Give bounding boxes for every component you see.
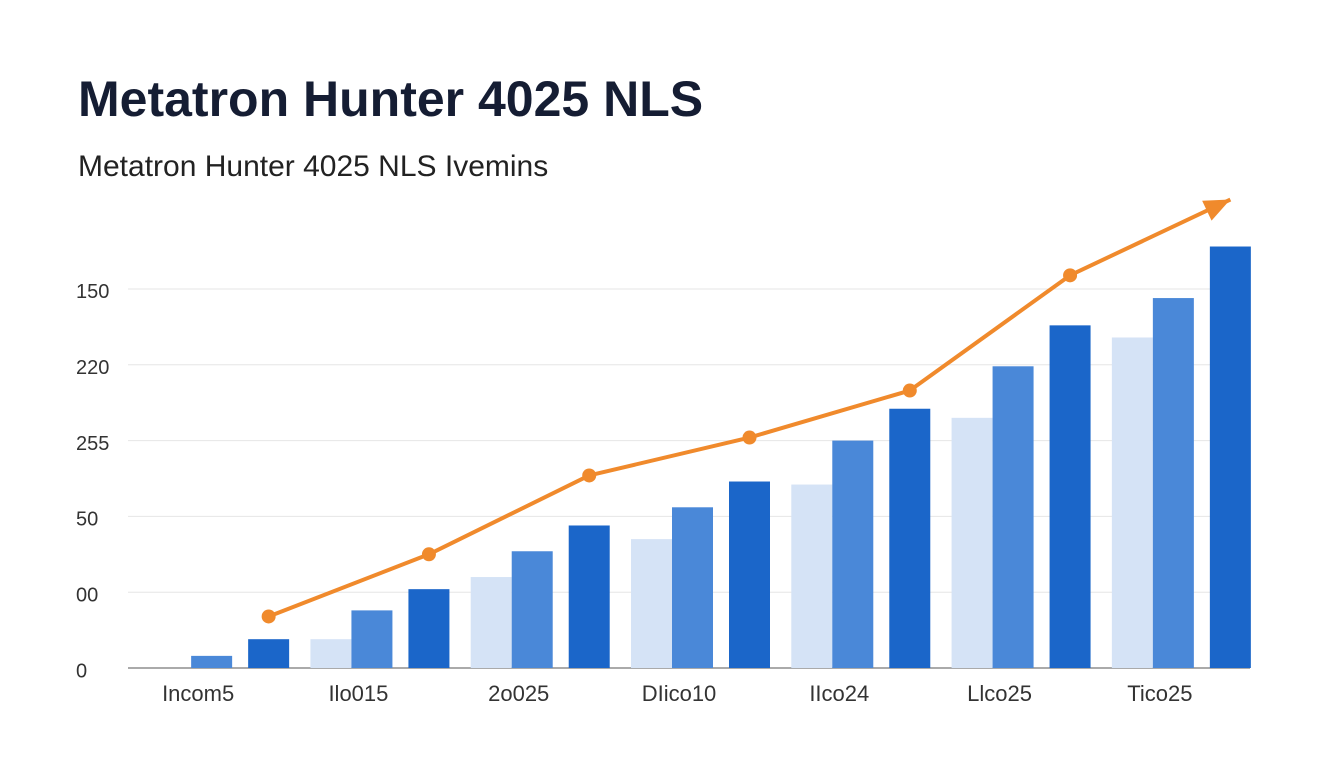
x-tick-label: DIico10 bbox=[642, 681, 717, 706]
y-tick-label: 150 bbox=[76, 281, 109, 303]
trend-point bbox=[582, 468, 597, 483]
x-tick-label: 2o025 bbox=[488, 681, 549, 706]
x-tick-label: Tico25 bbox=[1127, 681, 1192, 706]
bar bbox=[568, 525, 610, 668]
x-tick-label: Ilo015 bbox=[328, 681, 388, 706]
bar bbox=[191, 655, 233, 668]
bar bbox=[631, 539, 672, 668]
chart-title: Metatron Hunter 4025 NLS bbox=[78, 71, 703, 127]
bar bbox=[1209, 246, 1251, 669]
trend-point bbox=[1063, 268, 1078, 283]
trend-point bbox=[261, 609, 276, 624]
x-tick-label: Llco25 bbox=[967, 681, 1032, 706]
bar bbox=[1111, 337, 1153, 668]
x-tick-label: IIco24 bbox=[809, 681, 869, 706]
trend-point bbox=[902, 383, 917, 398]
y-tick-label: 220 bbox=[76, 357, 109, 379]
bar bbox=[729, 481, 770, 668]
bar bbox=[992, 366, 1034, 668]
bar bbox=[1152, 298, 1194, 668]
bar bbox=[351, 610, 393, 668]
y-tick-label: 50 bbox=[76, 509, 98, 531]
bar bbox=[832, 440, 874, 668]
trend-point bbox=[421, 547, 436, 562]
bar bbox=[951, 417, 993, 668]
bar bbox=[672, 507, 713, 668]
bar bbox=[248, 639, 290, 668]
x-tick-label: Incom5 bbox=[162, 681, 234, 706]
bar bbox=[408, 589, 450, 668]
y-tick-label: 00 bbox=[76, 584, 98, 606]
bar bbox=[470, 577, 512, 668]
y-tick-label: 0 bbox=[76, 660, 87, 682]
bar bbox=[511, 551, 553, 668]
y-tick-label: 255 bbox=[76, 433, 109, 455]
bar bbox=[1049, 325, 1091, 668]
trend-point bbox=[742, 430, 757, 445]
bar bbox=[889, 408, 931, 668]
bar bbox=[310, 639, 352, 668]
bar bbox=[791, 484, 833, 668]
chart-subtitle: Metatron Hunter 4025 NLS Ivemins bbox=[78, 150, 548, 183]
arrow-head bbox=[1202, 199, 1231, 221]
